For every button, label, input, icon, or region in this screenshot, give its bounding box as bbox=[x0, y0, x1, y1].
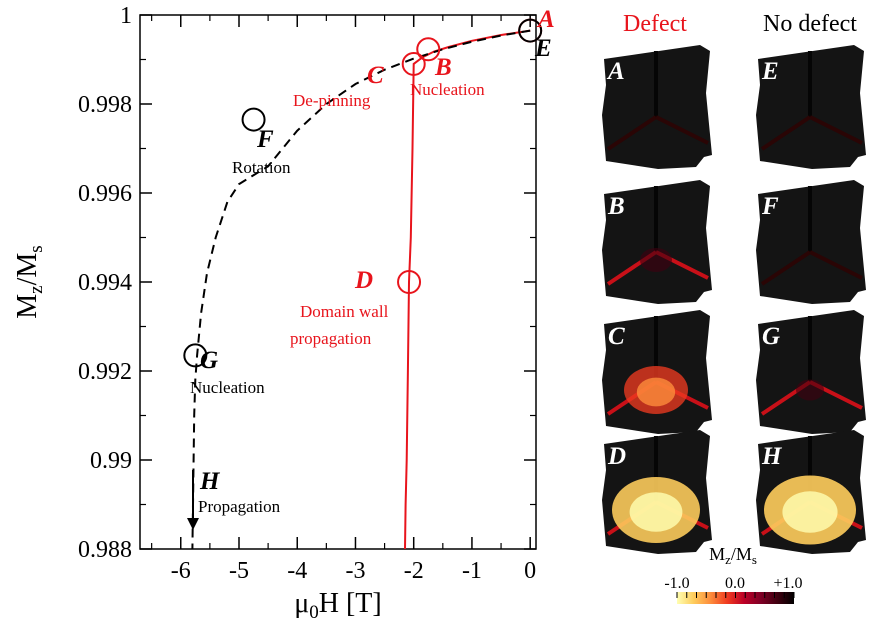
marker-E bbox=[518, 18, 543, 43]
label-B-desc: Nucleation bbox=[410, 80, 485, 99]
marker-D bbox=[397, 270, 422, 294]
x-tick-label: -3 bbox=[345, 558, 365, 584]
colorbar-title-sub1: z bbox=[725, 552, 731, 567]
label-E: E bbox=[534, 35, 552, 62]
reversal-region bbox=[796, 379, 824, 401]
label-H: H bbox=[199, 468, 221, 495]
x-tick-label: -4 bbox=[287, 558, 307, 584]
series-group bbox=[191, 29, 531, 550]
marker-G bbox=[183, 343, 208, 368]
axis-ticks: -6 -5 -4 -3 -2 -1 0 0.988 0.99 0.992 0.994 0.996 0.9… bbox=[78, 3, 536, 584]
reversal-core bbox=[636, 377, 676, 407]
colorbar-title: Mz/Ms bbox=[709, 544, 757, 567]
marker-C bbox=[401, 51, 426, 76]
y-tick-label: 0.988 bbox=[78, 537, 132, 563]
cube-edge-left bbox=[760, 115, 812, 151]
snapshot-D: D bbox=[602, 430, 712, 554]
snapshot-label: F bbox=[761, 193, 779, 220]
y-axis-label-mid: /M bbox=[12, 253, 43, 286]
snapshot-label: G bbox=[762, 323, 780, 350]
y-axis-label-m: M bbox=[12, 294, 43, 319]
colorbar-tick-mid: 0.0 bbox=[725, 575, 745, 592]
y-tick-label: 0.992 bbox=[78, 359, 132, 385]
snapshot-C: C bbox=[602, 310, 712, 434]
y-tick-label: 0.998 bbox=[78, 92, 132, 118]
column-title-nodefect: No defect bbox=[763, 11, 857, 37]
snapshot-B: B bbox=[602, 180, 712, 304]
snapshot-label: D bbox=[607, 443, 626, 470]
colorbar-tick-min: -1.0 bbox=[664, 575, 689, 592]
snapshot-label: E bbox=[761, 58, 779, 85]
x-tick-label: -5 bbox=[229, 558, 249, 584]
colorbar-title-mid: /M bbox=[731, 544, 752, 564]
y-axis-label-sub2: s bbox=[26, 245, 47, 252]
y-tick-label: 1 bbox=[120, 3, 132, 29]
x-tick-label: -6 bbox=[171, 558, 191, 584]
snapshot-label: H bbox=[761, 443, 783, 470]
marker-B bbox=[416, 37, 441, 62]
snapshot-F: F bbox=[756, 180, 866, 304]
label-A: A bbox=[536, 6, 555, 33]
snapshot-label: C bbox=[608, 323, 625, 350]
y-tick-label: 0.99 bbox=[90, 448, 132, 474]
x-axis-label-sub: 0 bbox=[309, 602, 319, 623]
label-B: B bbox=[434, 54, 452, 81]
defect-curve bbox=[404, 29, 531, 550]
label-F-desc: Rotation bbox=[232, 158, 291, 177]
label-D-desc2: propagation bbox=[290, 329, 372, 348]
colorbar-tick-max: +1.0 bbox=[773, 575, 802, 592]
label-C: C bbox=[367, 62, 384, 89]
label-C-desc: De-pinning bbox=[293, 91, 371, 110]
cube-edge-right bbox=[655, 115, 709, 145]
x-tick-label: -1 bbox=[462, 558, 482, 584]
cube-edge-right bbox=[809, 250, 863, 280]
snapshot-A: A bbox=[602, 45, 712, 169]
snapshot-label: B bbox=[607, 193, 625, 220]
cube-edge-left bbox=[760, 250, 812, 286]
y-axis-label: Mz/Ms bbox=[12, 245, 47, 318]
label-D: D bbox=[354, 267, 373, 294]
label-H-desc: Propagation bbox=[198, 497, 281, 516]
x-tick-label: 0 bbox=[524, 558, 536, 584]
snapshot-G: G bbox=[756, 310, 866, 434]
reversal-region bbox=[640, 248, 672, 272]
label-D-desc1: Domain wall bbox=[300, 302, 389, 321]
y-tick-label: 0.994 bbox=[78, 270, 132, 296]
colorbar-title-m: M bbox=[709, 544, 725, 564]
reversal-core bbox=[629, 492, 683, 532]
snapshot-label: A bbox=[606, 58, 625, 85]
markers-group bbox=[183, 18, 543, 368]
label-G: G bbox=[200, 347, 218, 374]
label-G-desc: Nucleation bbox=[190, 378, 265, 397]
h-arrow-head bbox=[187, 518, 199, 530]
no-defect-curve bbox=[191, 29, 531, 550]
x-axis-label-mu: μ bbox=[294, 588, 309, 619]
colorbar-ticks bbox=[676, 592, 795, 598]
x-axis-label-rest: H [T] bbox=[319, 588, 382, 619]
snapshot-E: E bbox=[756, 45, 866, 169]
marker-F bbox=[241, 107, 266, 132]
snapshot-H: H bbox=[756, 430, 866, 554]
label-F: F bbox=[256, 126, 274, 153]
y-axis-label-sub1: z bbox=[26, 285, 47, 293]
cube-edge-left bbox=[606, 115, 658, 151]
snapshot-panels: A B C D E F G H bbox=[602, 45, 866, 554]
cube-edge-right bbox=[809, 115, 863, 145]
reversal-core bbox=[782, 491, 838, 533]
x-axis-label: μ0H [T] bbox=[294, 588, 382, 623]
y-tick-label: 0.996 bbox=[78, 181, 132, 207]
x-tick-label: -2 bbox=[404, 558, 424, 584]
column-title-defect: Defect bbox=[623, 11, 687, 37]
colorbar-title-sub2: s bbox=[752, 552, 757, 567]
